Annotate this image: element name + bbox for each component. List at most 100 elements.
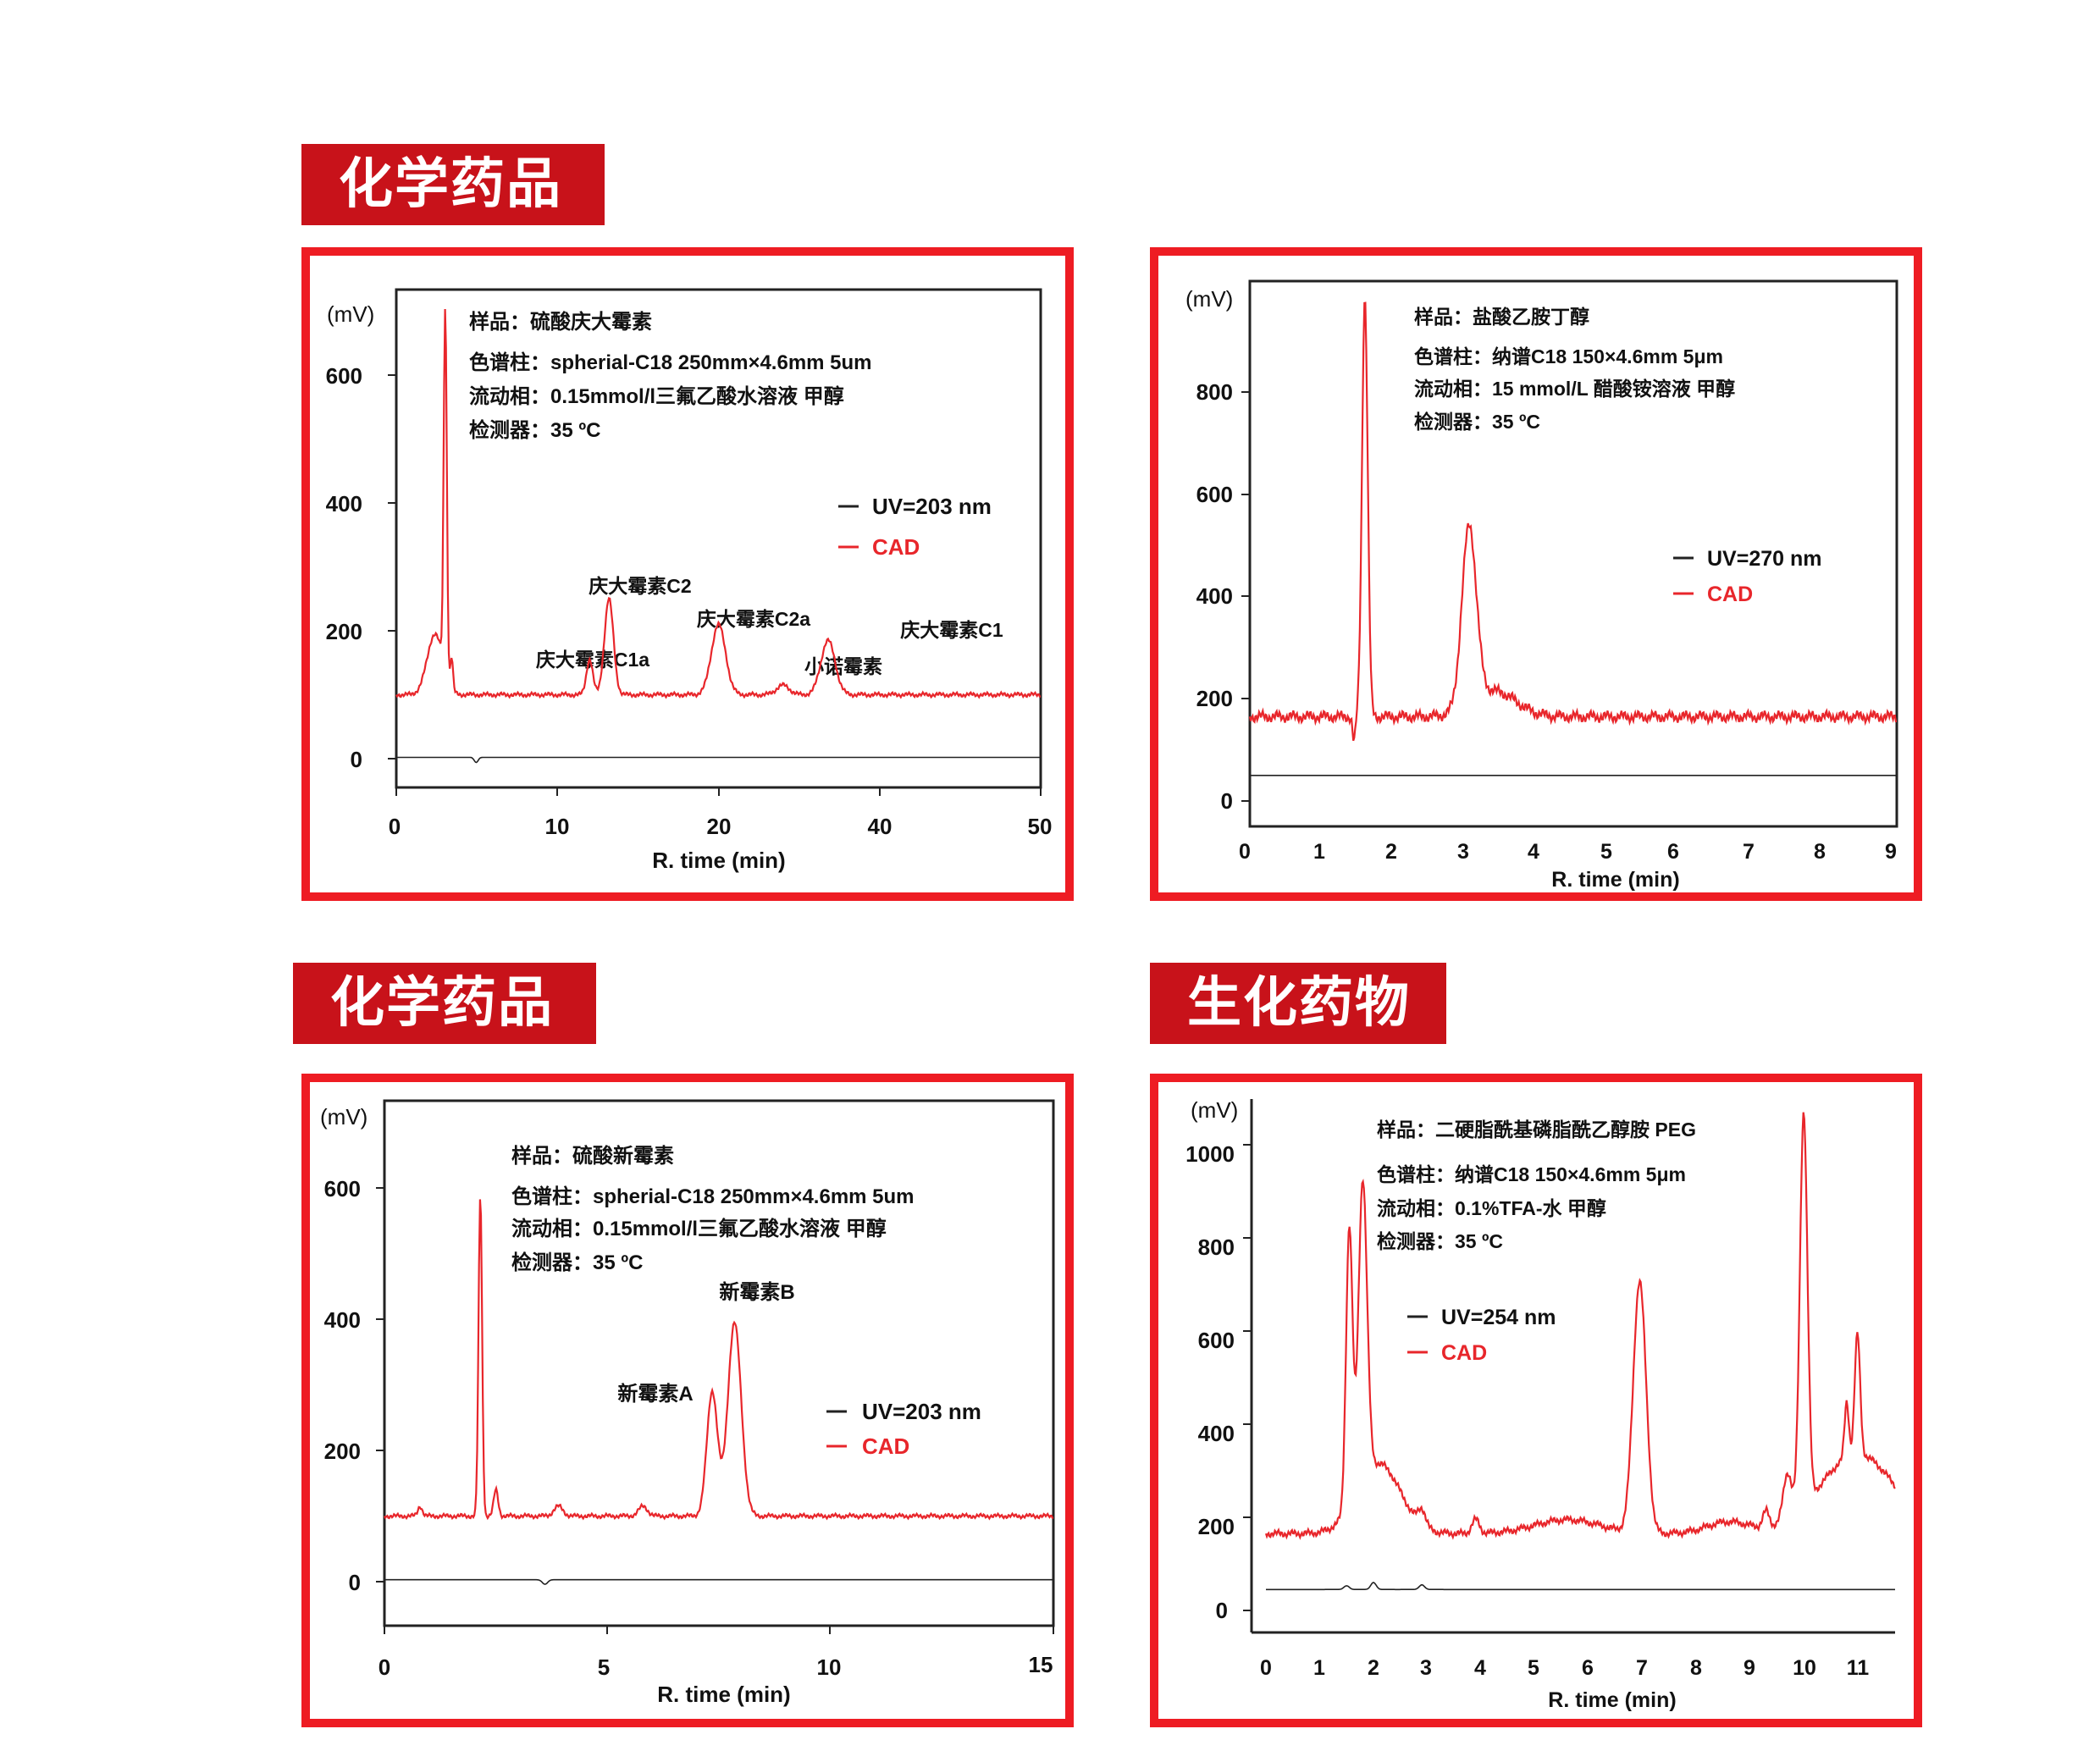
x-tick-label-5: 5 <box>598 1654 610 1680</box>
y-tick-label-400: 400 <box>324 1307 361 1333</box>
x-tick-label-6: 6 <box>1667 840 1679 864</box>
section-title-biochemical-drugs: 生化药物 <box>1150 963 1446 1044</box>
y-axis-label: (mV) <box>1191 1097 1238 1123</box>
info-mobile-phase: 流动相：0.15mmol/l三氟乙酸水溶液 甲醇 <box>469 384 844 408</box>
cad-trace <box>1264 1112 1896 1540</box>
legend-cad-label: CAD <box>1707 583 1753 606</box>
x-tick-label-20: 20 <box>707 814 732 839</box>
cad-trace <box>384 1199 1053 1521</box>
y-tick-label-200: 200 <box>326 619 362 644</box>
x-tick-label-3: 3 <box>1420 1656 1432 1680</box>
uv-trace <box>1266 1582 1895 1591</box>
chart-neomycin: (mV) 0 200 400 600 0 5 10 15 R. time (mi… <box>320 1099 1055 1707</box>
x-axis-label: R. time (min) <box>1551 868 1679 892</box>
chart-panel-neomycin: (mV) 0 200 400 600 0 5 10 15 R. time (mi… <box>301 1074 1074 1727</box>
x-axis-label: R. time (min) <box>1548 1688 1676 1712</box>
info-detector: 检测器：35 ºC <box>511 1251 643 1274</box>
info-column: 色谱柱：spherial-C18 250mm×4.6mm 5um <box>469 351 872 374</box>
y-axis-label: (mV) <box>1185 286 1233 312</box>
uv-trace <box>396 756 1041 764</box>
legend-uv-label: UV=203 nm <box>862 1399 981 1424</box>
x-tick-label-9: 9 <box>1885 840 1897 864</box>
info-column: 色谱柱：纳谱C18 150×4.6mm 5μm <box>1414 345 1723 367</box>
cad-trace <box>1248 301 1898 742</box>
y-tick-label-1000: 1000 <box>1185 1141 1235 1167</box>
info-detector: 检测器：35 ºC <box>1414 411 1540 433</box>
y-tick-label-0: 0 <box>1216 1598 1228 1623</box>
x-tick-label-8: 8 <box>1690 1656 1702 1680</box>
x-tick-label-10: 10 <box>545 814 570 839</box>
y-tick-label-600: 600 <box>1198 1328 1235 1353</box>
section-title-chemical-drugs-1: 化学药品 <box>301 144 605 225</box>
info-column: 色谱柱：纳谱C18 150×4.6mm 5μm <box>1377 1163 1686 1185</box>
x-tick-label-3: 3 <box>1457 840 1469 864</box>
info-sample: 样品：硫酸庆大霉素 <box>469 310 652 334</box>
y-tick-label-800: 800 <box>1196 379 1233 405</box>
chart-panel-dspe-peg: (mV) 0 200 400 600 800 1000 0 1 2 3 4 5 … <box>1150 1074 1922 1727</box>
y-tick-label-0: 0 <box>349 1570 361 1595</box>
x-tick-label-10: 10 <box>817 1654 842 1680</box>
y-axis-label: (mV) <box>327 301 374 327</box>
chart-gentamicin: (mV) 0 200 400 600 0 10 20 40 50 R. time… <box>326 288 1052 873</box>
peak-label-c2a: 庆大霉素C2a <box>697 608 810 630</box>
x-tick-label-1: 1 <box>1313 1656 1325 1680</box>
x-tick-label-0: 0 <box>389 814 401 839</box>
y-tick-label-0: 0 <box>1221 788 1233 814</box>
y-tick-label-200: 200 <box>1198 1514 1235 1539</box>
legend-uv-label: UV=270 nm <box>1707 547 1822 571</box>
info-mobile-phase: 流动相：0.1%TFA-水 甲醇 <box>1377 1197 1606 1219</box>
x-tick-label-7: 7 <box>1743 840 1755 864</box>
y-tick-label-0: 0 <box>351 747 362 772</box>
info-sample: 样品：盐酸乙胺丁醇 <box>1414 306 1589 328</box>
info-mobile-phase: 流动相：15 mmol/L 醋酸铵溶液 甲醇 <box>1414 378 1735 400</box>
legend-cad-label: CAD <box>862 1433 909 1459</box>
y-tick-label-600: 600 <box>324 1176 361 1201</box>
x-axis-label: R. time (min) <box>652 848 785 873</box>
x-tick-label-4: 4 <box>1528 840 1539 864</box>
peak-label-c1: 庆大霉素C1 <box>900 619 1003 641</box>
chart-panel-ethambutol: (mV) 0 200 400 600 800 0 1 2 3 4 5 6 7 8… <box>1150 247 1922 901</box>
info-sample: 样品：硫酸新霉素 <box>511 1144 674 1168</box>
section-title-chemical-drugs-2: 化学药品 <box>293 963 596 1044</box>
x-tick-label-2: 2 <box>1368 1656 1379 1680</box>
info-detector: 检测器：35 ºC <box>469 418 600 442</box>
peak-label-neomycin-a: 新霉素A <box>617 1382 693 1406</box>
x-tick-label-0: 0 <box>379 1654 390 1680</box>
legend-cad-label: CAD <box>1441 1341 1487 1365</box>
chart-ethambutol: (mV) 0 200 400 600 800 0 1 2 3 4 5 6 7 8… <box>1185 279 1898 892</box>
x-tick-label-7: 7 <box>1636 1656 1648 1680</box>
peak-label-micronomicin: 小诺霉素 <box>804 655 882 677</box>
y-tick-label-200: 200 <box>324 1439 361 1464</box>
chart-dspe-peg: (mV) 0 200 400 600 800 1000 0 1 2 3 4 5 … <box>1185 1097 1896 1712</box>
x-tick-label-15: 15 <box>1029 1652 1053 1677</box>
x-tick-label-9: 9 <box>1744 1656 1755 1680</box>
x-tick-label-0: 0 <box>1239 840 1251 864</box>
x-tick-label-6: 6 <box>1582 1656 1594 1680</box>
x-tick-label-0: 0 <box>1260 1656 1272 1680</box>
peak-label-neomycin-b: 新霉素B <box>719 1280 794 1304</box>
x-tick-label-4: 4 <box>1474 1656 1486 1680</box>
x-tick-label-10: 10 <box>1793 1656 1816 1680</box>
legend-uv-label: UV=203 nm <box>872 494 992 519</box>
info-mobile-phase: 流动相：0.15mmol/l三氟乙酸水溶液 甲醇 <box>511 1217 887 1240</box>
x-tick-label-2: 2 <box>1385 840 1397 864</box>
peak-label-c1a: 庆大霉素C1a <box>536 649 649 671</box>
x-tick-label-5: 5 <box>1600 840 1612 864</box>
chart-panel-gentamicin: (mV) 0 200 400 600 0 10 20 40 50 R. time… <box>301 247 1074 901</box>
info-column: 色谱柱：spherial-C18 250mm×4.6mm 5um <box>511 1185 915 1208</box>
y-axis-label: (mV) <box>320 1104 368 1130</box>
x-tick-label-1: 1 <box>1313 840 1325 864</box>
uv-trace <box>384 1578 1053 1585</box>
y-tick-label-400: 400 <box>326 491 362 516</box>
y-tick-label-600: 600 <box>326 363 362 389</box>
peak-label-c2: 庆大霉素C2 <box>589 575 691 597</box>
x-tick-label-40: 40 <box>868 814 892 839</box>
plot-frame <box>383 1099 1055 1627</box>
y-tick-label-400: 400 <box>1196 583 1233 609</box>
x-tick-label-5: 5 <box>1528 1656 1539 1680</box>
info-detector: 检测器：35 ºC <box>1377 1230 1503 1252</box>
cad-trace <box>395 308 1041 699</box>
x-tick-label-8: 8 <box>1814 840 1826 864</box>
x-tick-label-11: 11 <box>1847 1656 1870 1680</box>
y-tick-label-600: 600 <box>1196 482 1233 507</box>
